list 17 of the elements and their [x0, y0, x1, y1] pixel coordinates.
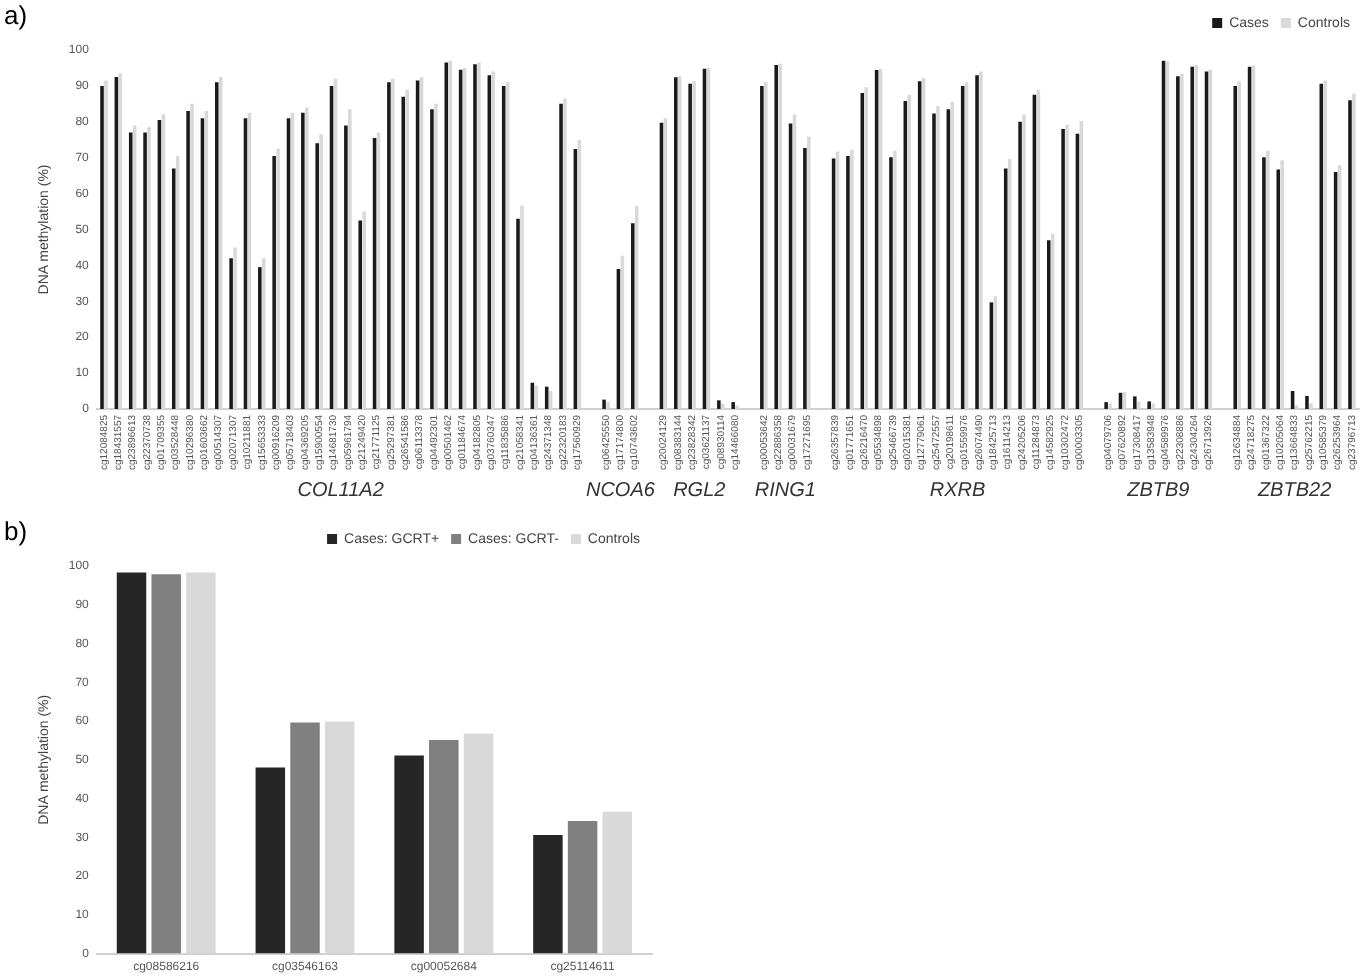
bar — [255, 767, 286, 954]
text: RING1 — [754, 479, 816, 502]
bar — [290, 722, 320, 954]
text: COL11A2 — [297, 479, 385, 502]
text: RGL2 — [673, 479, 727, 502]
text: ZBTB9 — [1125, 479, 1191, 502]
bar — [567, 821, 598, 954]
text: ZBTB22 — [1255, 479, 1333, 502]
text: RXRB — [929, 479, 986, 502]
bar — [151, 574, 181, 954]
bar — [533, 834, 563, 954]
chart-title: a) — [4, 0, 28, 30]
bar — [394, 755, 424, 954]
bar — [429, 740, 459, 954]
text: NCOA6 — [585, 479, 656, 502]
chart-title: b) — [4, 516, 28, 546]
bar — [116, 572, 147, 954]
